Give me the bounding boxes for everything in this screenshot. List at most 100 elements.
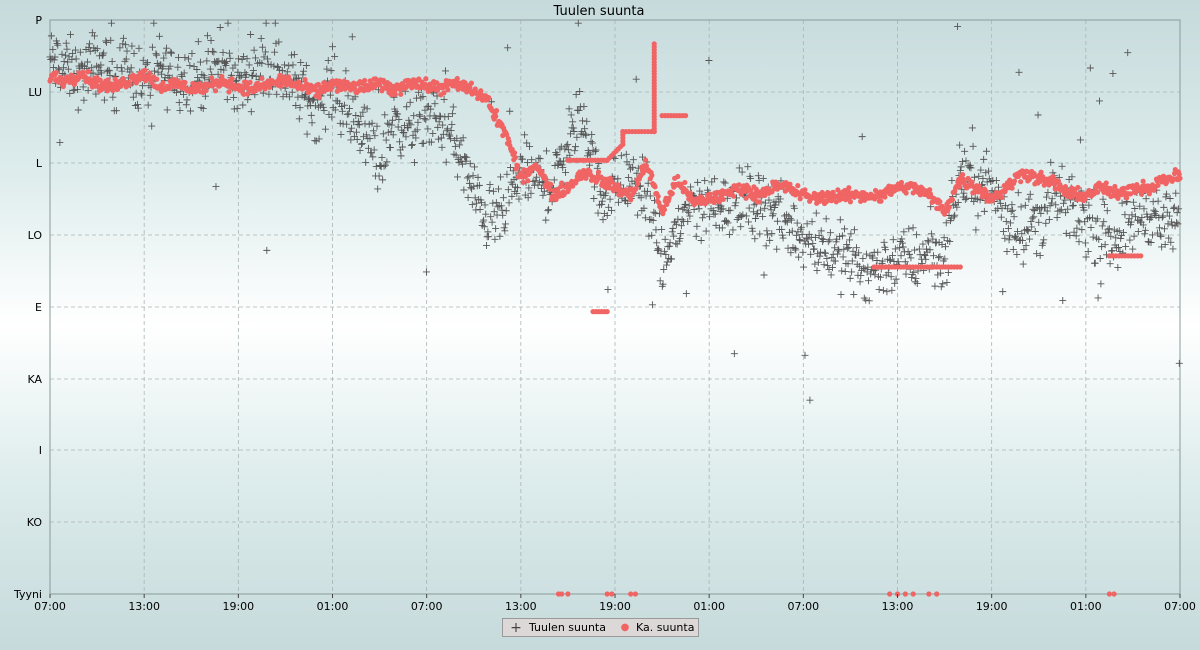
wind-direction-point xyxy=(523,139,531,147)
wind-direction-point xyxy=(490,208,498,216)
legend-item-series-1: + Tuulen suunta xyxy=(509,621,606,635)
wind-direction-point xyxy=(151,67,159,75)
wind-direction-point xyxy=(319,103,327,111)
wind-direction-point xyxy=(849,247,857,255)
wind-direction-point xyxy=(1007,208,1015,216)
wind-direction-point xyxy=(74,106,82,114)
y-tick-label: Tyyni xyxy=(13,588,42,601)
wind-direction-point xyxy=(863,268,871,276)
wind-direction-point xyxy=(1115,244,1123,252)
wind-direction-point xyxy=(342,67,350,75)
wind-direction-point xyxy=(658,225,666,233)
wind-direction-point xyxy=(1114,263,1122,271)
wind-direction-point xyxy=(130,49,138,57)
wind-direction-point xyxy=(805,240,813,248)
wind-direction-point xyxy=(1134,227,1142,235)
wind-direction-point xyxy=(974,212,982,220)
wind-direction-point xyxy=(373,122,381,130)
wind-direction-point xyxy=(653,239,661,247)
wind-direction-point xyxy=(982,147,990,155)
wind-direction-point xyxy=(539,191,547,199)
wind-direction-point xyxy=(591,183,599,191)
wind-direction-point xyxy=(675,204,683,212)
wind-direction-point xyxy=(370,146,378,154)
average-direction-point xyxy=(392,91,398,97)
wind-direction-point xyxy=(343,120,351,128)
wind-direction-point xyxy=(937,283,945,291)
wind-direction-point xyxy=(859,254,867,262)
average-direction-point xyxy=(543,176,549,183)
wind-direction-point xyxy=(420,114,428,122)
wind-direction-point xyxy=(1022,242,1030,250)
wind-direction-point xyxy=(159,62,167,70)
wind-direction-point xyxy=(588,139,596,147)
wind-direction-point xyxy=(506,107,514,115)
wind-direction-point xyxy=(687,183,695,191)
wind-direction-point xyxy=(1170,203,1178,211)
wind-direction-point xyxy=(1017,203,1025,211)
y-tick-label: LO xyxy=(28,229,43,242)
chart-title: Tuulen suunta xyxy=(553,4,645,19)
wind-direction-point xyxy=(844,260,852,268)
wind-direction-point xyxy=(992,176,1000,184)
wind-direction-point xyxy=(845,243,853,251)
average-direction-point xyxy=(166,85,172,91)
wind-direction-point xyxy=(489,199,497,207)
wind-direction-point xyxy=(585,149,593,157)
wind-direction-point xyxy=(873,257,881,265)
wind-direction-point xyxy=(802,234,810,242)
wind-direction-point xyxy=(273,63,281,71)
wind-direction-point xyxy=(1165,212,1173,220)
average-direction-point xyxy=(926,591,932,597)
wind-direction-point xyxy=(134,100,142,108)
average-direction-point xyxy=(847,199,854,205)
wind-direction-point xyxy=(1020,246,1028,254)
wind-direction-point xyxy=(912,275,920,283)
wind-direction-point xyxy=(1159,212,1167,220)
wind-direction-point xyxy=(1072,232,1080,240)
wind-direction-point xyxy=(382,136,390,144)
wind-direction-point xyxy=(416,112,424,120)
wind-direction-point xyxy=(804,235,812,243)
wind-direction-point xyxy=(74,86,82,94)
wind-direction-point xyxy=(1011,233,1019,241)
wind-direction-point xyxy=(279,93,287,101)
wind-direction-point xyxy=(455,158,463,166)
wind-direction-point xyxy=(439,121,447,129)
wind-direction-point xyxy=(456,141,464,149)
wind-direction-point xyxy=(881,246,889,254)
wind-direction-point xyxy=(318,100,326,108)
wind-direction-point xyxy=(316,102,324,110)
wind-direction-point xyxy=(1097,280,1105,288)
wind-direction-point xyxy=(285,93,293,101)
wind-direction-point xyxy=(879,286,887,294)
wind-direction-point xyxy=(970,197,978,205)
wind-direction-point xyxy=(648,301,656,309)
wind-direction-point xyxy=(958,158,966,166)
wind-direction-point xyxy=(329,43,336,51)
average-direction-point xyxy=(969,179,975,185)
wind-direction-point xyxy=(1058,162,1066,170)
wind-direction-point xyxy=(1035,218,1043,226)
wind-direction-point xyxy=(999,288,1007,296)
wind-direction-point xyxy=(845,236,853,244)
wind-direction-point xyxy=(545,206,553,214)
wind-direction-point xyxy=(801,351,809,359)
x-tick-label: 19:00 xyxy=(599,600,631,613)
average-direction-point xyxy=(983,189,989,195)
wind-direction-point xyxy=(499,194,507,202)
wind-direction-point xyxy=(59,64,67,72)
wind-direction-point xyxy=(925,238,933,246)
average-direction-point xyxy=(1155,182,1161,188)
wind-direction-point xyxy=(167,48,175,56)
wind-direction-point xyxy=(950,213,958,221)
average-direction-point xyxy=(398,91,404,97)
average-direction-point xyxy=(1106,591,1112,597)
wind-direction-point xyxy=(1043,193,1051,201)
wind-direction-point xyxy=(755,176,763,184)
average-direction-point xyxy=(843,197,849,203)
wind-direction-point xyxy=(1149,198,1157,206)
wind-direction-point xyxy=(331,106,339,114)
wind-direction-point xyxy=(288,51,296,59)
